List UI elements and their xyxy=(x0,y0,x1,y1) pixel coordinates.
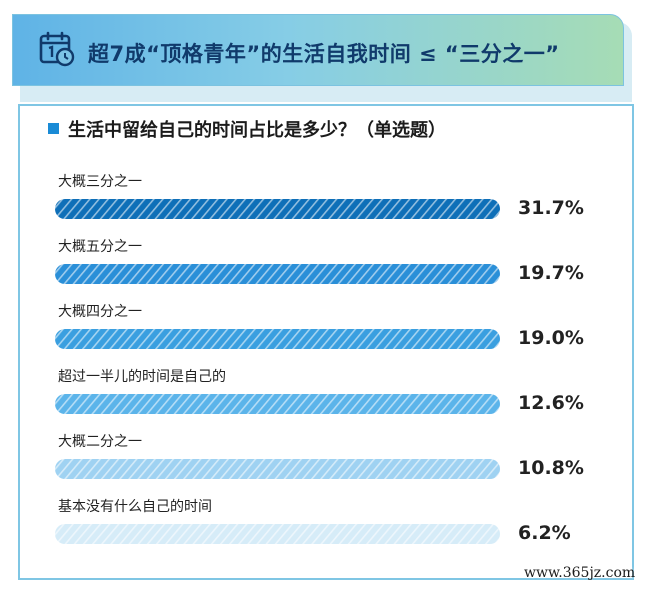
bar-value-label: 31.7% xyxy=(518,197,584,219)
bar-0 xyxy=(55,199,500,219)
question-text: 生活中留给自己的时间占比是多少？（单选题） xyxy=(68,120,446,141)
calendar-clock-icon xyxy=(39,31,75,67)
watermark: www.365jz.com xyxy=(524,565,636,581)
bar-4 xyxy=(55,459,500,479)
bar-value-label: 6.2% xyxy=(518,522,571,544)
bar-category-label: 大概四分之一 xyxy=(58,304,142,320)
bar-category-label: 大概二分之一 xyxy=(58,434,142,450)
bar-value-label: 19.7% xyxy=(518,262,584,284)
header-title: 超7成“顶格青年”的生活自我时间 ≤ “三分之一” xyxy=(88,42,560,66)
bar-value-label: 12.6% xyxy=(518,392,584,414)
bar-category-label: 大概三分之一 xyxy=(58,174,142,190)
bar-category-label: 大概五分之一 xyxy=(58,239,142,255)
bar-1 xyxy=(55,264,500,284)
bar-value-label: 19.0% xyxy=(518,327,584,349)
bar-3 xyxy=(55,394,500,414)
header-banner xyxy=(12,14,624,86)
bar-category-label: 基本没有什么自己的时间 xyxy=(58,499,212,515)
bar-value-label: 10.8% xyxy=(518,457,584,479)
bar-5 xyxy=(55,524,500,544)
question-marker xyxy=(48,123,59,134)
bar-2 xyxy=(55,329,500,349)
bar-category-label: 超过一半儿的时间是自己的 xyxy=(58,369,226,385)
